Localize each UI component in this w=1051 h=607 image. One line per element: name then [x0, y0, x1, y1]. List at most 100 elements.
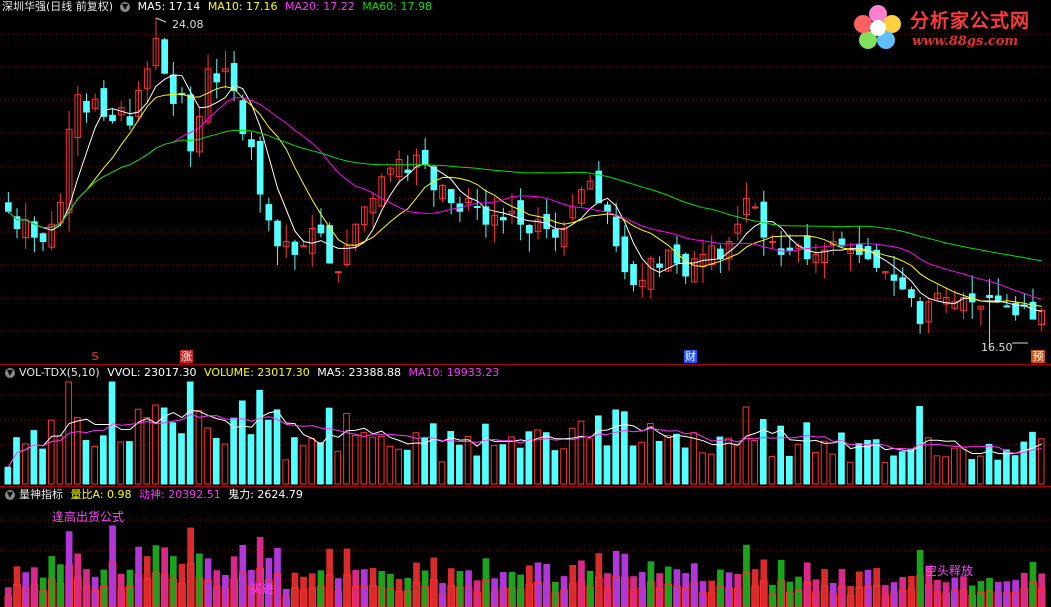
- indicator-bar: [769, 584, 776, 607]
- indicator-outline: [195, 577, 204, 607]
- volume-bar: [586, 438, 593, 485]
- high-arrow: [155, 17, 167, 23]
- volume-bar: [265, 419, 272, 485]
- indicator-bar: [1003, 581, 1011, 607]
- indicator-bar: [638, 572, 646, 607]
- volume-bar: [195, 410, 203, 485]
- marker-zhang[interactable]: 涨: [180, 350, 193, 363]
- volume-header: ▼ VOL-TDX(5,10) VVOL: 23017.30 VOLUME: 23…: [2, 366, 503, 380]
- candle-body: [560, 228, 568, 248]
- indicator-bar: [352, 569, 360, 607]
- volume-bar: [647, 422, 654, 485]
- indicator-bar: [291, 572, 299, 607]
- candle-body: [421, 150, 429, 165]
- indicator-outline: [707, 592, 716, 607]
- site-logo[interactable]: 分析家公式网 www.88gs.com: [850, 2, 1046, 54]
- indicator-bar: [916, 550, 924, 607]
- stock-title[interactable]: 深圳华强(日线 前复权): [2, 0, 114, 13]
- indicator-bar: [604, 573, 611, 607]
- candle-body: [74, 94, 82, 138]
- volume-bar: [985, 443, 993, 485]
- indicator-bar: [508, 571, 516, 607]
- indicator-outline: [647, 581, 655, 607]
- dropdown-icon[interactable]: ▼: [5, 368, 15, 378]
- volume-bar: [230, 417, 237, 485]
- indicator-bar: [282, 588, 290, 607]
- indicator-name[interactable]: 量神指标: [19, 488, 63, 501]
- indicator-bar: [430, 557, 438, 607]
- candle-body: [473, 206, 481, 209]
- indicator-outline: [1020, 587, 1029, 607]
- indicator-bar: [387, 573, 394, 607]
- indicator-bar: [526, 565, 533, 607]
- vol-indicator-name[interactable]: VOL-TDX(5,10): [19, 366, 100, 379]
- indicator-bar: [187, 527, 195, 607]
- indicator-bar: [31, 567, 38, 607]
- volume-bar: [212, 437, 220, 485]
- indicator-bar: [795, 576, 802, 607]
- volume-bar: [204, 427, 211, 485]
- volume-bar: [273, 409, 281, 485]
- indicator-bar: [569, 564, 577, 607]
- volume-bar: [1029, 431, 1036, 485]
- volume-bar: [334, 450, 342, 485]
- candle-body: [621, 236, 629, 273]
- indicator-bar: [1020, 572, 1028, 607]
- volume-bar: [924, 437, 932, 485]
- volume-bar: [473, 455, 481, 485]
- indicator-bar: [664, 566, 672, 607]
- candle-body: [925, 301, 933, 323]
- indicator-outline: [959, 589, 968, 607]
- low-price-label: 16.50: [981, 341, 1013, 354]
- indicator-bar: [760, 559, 768, 607]
- candle-body: [248, 139, 255, 148]
- candle-body: [664, 249, 672, 272]
- indicator-outline: [898, 589, 907, 607]
- marker-s[interactable]: S: [91, 350, 99, 363]
- indicator-bar: [821, 569, 828, 607]
- candle-body: [630, 264, 637, 286]
- indicator-bar: [343, 548, 351, 607]
- indicator-outline: [117, 588, 126, 607]
- indicator-bar: [482, 558, 490, 607]
- volume-bar: [47, 419, 55, 485]
- indicator-bar: [421, 570, 429, 607]
- volume-bar: [178, 433, 185, 485]
- indicator-outline: [100, 585, 108, 607]
- indicator-outline: [881, 594, 890, 607]
- indicator-bar: [882, 584, 889, 607]
- volume-bar: [464, 435, 472, 485]
- candle-body: [543, 213, 551, 230]
- high-price-label: 24.08: [172, 18, 204, 31]
- candle-body: [482, 206, 490, 225]
- indicator-bar: [465, 570, 472, 607]
- volume-bar: [39, 448, 46, 485]
- candle-body: [760, 201, 768, 238]
- marker-cai[interactable]: 财: [684, 350, 697, 363]
- dropdown-icon[interactable]: ▼: [120, 2, 131, 12]
- indicator-bar: [543, 563, 551, 607]
- indicator-bar: [456, 571, 464, 607]
- candle-body: [378, 176, 386, 207]
- indicator-outline: [525, 583, 534, 607]
- indicator-outline: [586, 586, 594, 607]
- candle-body: [204, 68, 212, 123]
- indicator-outline: [725, 587, 733, 607]
- candle-body: [413, 154, 420, 168]
- indicator-outline: [829, 593, 838, 607]
- dropdown-icon[interactable]: ▼: [5, 490, 15, 500]
- volume-bar: [534, 429, 541, 485]
- volume-bar: [846, 461, 854, 485]
- marker-yu[interactable]: 预: [1031, 350, 1045, 363]
- ma5-label: MA5: 17.14: [137, 0, 201, 13]
- volume-bar: [117, 441, 125, 485]
- indicator-bar: [152, 545, 160, 607]
- indicator-outline: [534, 581, 542, 607]
- indicator-bar: [812, 579, 820, 607]
- candle-body: [126, 116, 134, 126]
- volume-bar: [621, 411, 628, 485]
- indicator-bar: [977, 580, 985, 607]
- candle-body: [821, 249, 828, 264]
- indicator-bar: [552, 581, 559, 607]
